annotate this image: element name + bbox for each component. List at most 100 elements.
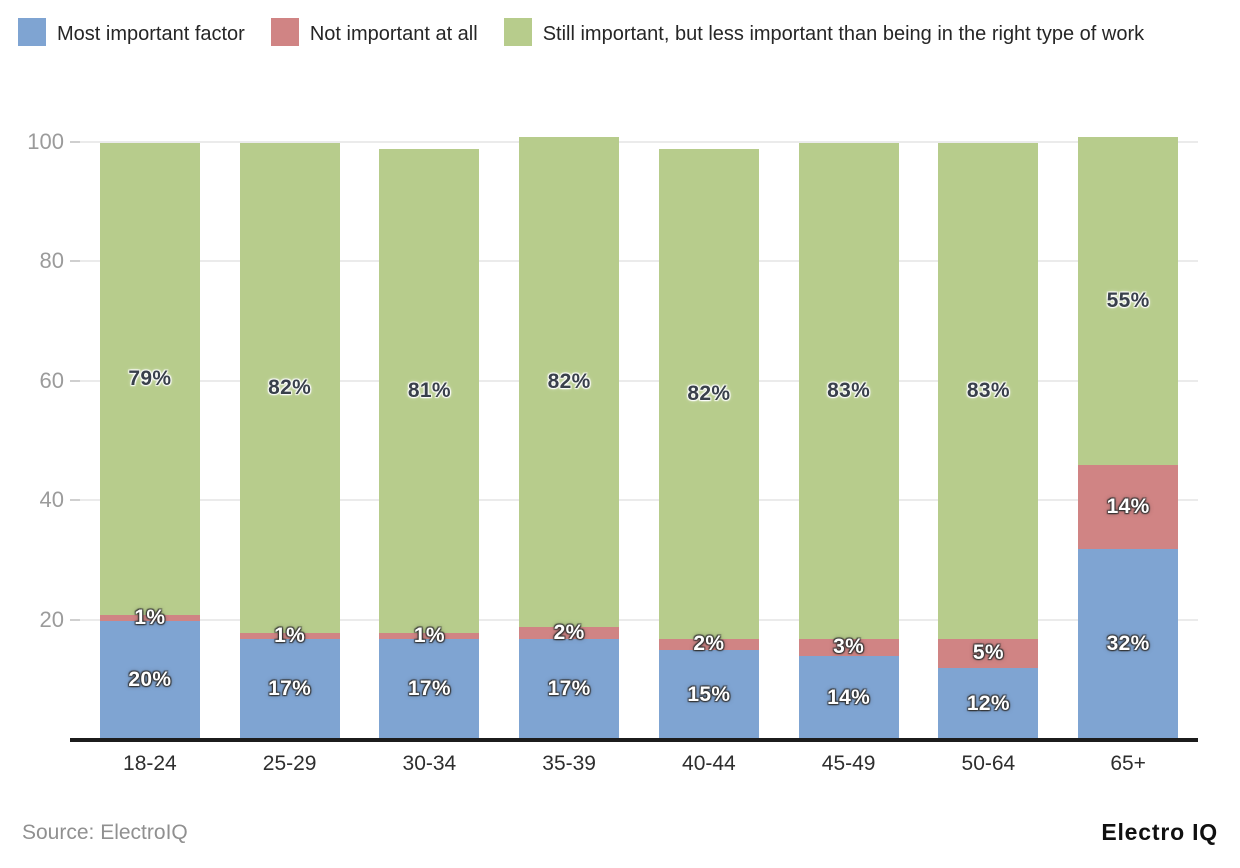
legend-swatch-icon — [503, 18, 532, 46]
segment-value-label: 3% — [833, 635, 865, 659]
bar-slot-25-29: 17% 1% 82% — [220, 120, 360, 740]
segment-value-label: 14% — [827, 686, 871, 710]
footer: Source: ElectroIQ Electro IQ — [0, 819, 1240, 846]
bar-18-24: 20% 1% 79% — [99, 143, 200, 740]
y-tick-label-20: 20 — [39, 606, 64, 632]
bar-segment-30-34-series-0: 17% — [379, 638, 480, 740]
bar-slot-35-39: 17% 2% 82% — [499, 120, 639, 740]
bar-slot-65+: 32% 14% 55% — [1058, 120, 1198, 740]
legend-item-label: Not important at all — [309, 23, 478, 45]
bar-slot-45-49: 14% 3% 83% — [779, 120, 919, 740]
bar-segment-65+-series-0: 32% — [1078, 548, 1179, 740]
segment-value-label: 5% — [972, 641, 1004, 665]
segment-value-label: 1% — [274, 623, 306, 647]
x-axis-labels: 18-24 25-29 30-34 35-39 40-44 45-49 50-64 65+ — [80, 740, 1198, 776]
bar-segment-18-24-series-2: 79% — [99, 143, 200, 615]
x-axis-label-18-24: 18-24 — [123, 752, 177, 775]
gridline-80 — [80, 260, 1198, 263]
segment-value-label: 82% — [547, 369, 591, 393]
gridline-100 — [80, 141, 1198, 143]
segment-value-label: 17% — [268, 677, 312, 701]
brand-logo: Electro IQ — [1101, 819, 1218, 845]
x-axis-label-40-44: 40-44 — [682, 752, 736, 775]
segment-value-label: 83% — [966, 378, 1010, 402]
bar-slot-30-34: 17% 1% 81% — [360, 120, 500, 740]
segment-value-label: 2% — [553, 620, 585, 644]
segment-value-label: 82% — [268, 375, 312, 399]
segment-value-label: 1% — [134, 605, 166, 629]
y-tick-label-60: 60 — [39, 367, 64, 393]
legend-swatch-icon — [270, 18, 299, 46]
segment-value-label: 1% — [413, 623, 445, 647]
bar-segment-25-29-series-2: 82% — [239, 143, 340, 633]
y-tick-mark-80 — [70, 260, 88, 263]
bar-segment-50-64-series-2: 83% — [938, 143, 1039, 639]
bar-65+: 32% 14% 55% — [1078, 137, 1179, 740]
bar-segment-65+-series-1: 14% — [1078, 465, 1179, 549]
bar-segment-65+-series-2: 55% — [1078, 137, 1179, 466]
segment-value-label: 82% — [687, 381, 731, 405]
segment-value-label: 17% — [547, 677, 591, 701]
bar-segment-45-49-series-1: 3% — [798, 635, 899, 658]
bar-segment-25-29-series-1: 1% — [239, 624, 340, 647]
bar-slot-18-24: 20% 1% 79% — [80, 120, 220, 740]
legend-item-0[interactable]: Most important factor — [18, 18, 245, 46]
segment-value-label: 81% — [407, 378, 451, 402]
bar-25-29: 17% 1% 82% — [239, 143, 340, 740]
bar-segment-40-44-series-1: 2% — [658, 632, 759, 655]
x-axis-label-35-39: 35-39 — [542, 752, 596, 775]
segment-value-label: 12% — [966, 692, 1010, 716]
segment-value-label: 14% — [1106, 495, 1150, 519]
segment-value-label: 2% — [693, 632, 725, 656]
gridline-20 — [80, 618, 1198, 621]
bar-50-64: 12% 5% 83% — [938, 143, 1039, 740]
y-tick-label-40: 40 — [39, 487, 64, 513]
bar-40-44: 15% 2% 82% — [658, 148, 759, 740]
source-text: Source: ElectroIQ — [22, 820, 188, 844]
bar-slot-50-64: 12% 5% 83% — [919, 120, 1059, 740]
y-tick-mark-100 — [70, 141, 88, 143]
bar-segment-35-39-series-0: 17% — [519, 638, 620, 740]
stacked-bar-chart: 20 40 60 80 100 20% 1% 79% 17% 1% 82% 17% 1% 81% 17% 2… — [0, 120, 1198, 776]
y-tick-mark-40 — [70, 499, 88, 502]
bar-segment-30-34-series-1: 1% — [379, 624, 480, 647]
bar-segment-35-39-series-1: 2% — [519, 621, 620, 644]
bar-segment-40-44-series-2: 82% — [658, 148, 759, 639]
bar-segment-18-24-series-0: 20% — [99, 620, 200, 740]
bar-segment-25-29-series-0: 17% — [239, 638, 340, 740]
segment-value-label: 83% — [827, 378, 871, 402]
plot-row: 20 40 60 80 100 20% 1% 79% 17% 1% 82% 17% 1% 81% 17% 2… — [0, 120, 1198, 742]
plot-area: 20% 1% 79% 17% 1% 82% 17% 1% 81% 17% 2% 82% 15% 2% 82%… — [70, 120, 1198, 742]
legend-item-2[interactable]: Still important, but less important than… — [503, 18, 1145, 46]
x-axis-label-25-29: 25-29 — [262, 752, 317, 775]
bar-segment-30-34-series-2: 81% — [379, 148, 480, 633]
chart-legend: Most important factor Not important at al… — [0, 0, 1222, 53]
y-tick-label-80: 80 — [39, 248, 64, 274]
segment-value-label: 32% — [1106, 632, 1150, 656]
y-tick-mark-60 — [70, 379, 88, 382]
gridline-40 — [80, 499, 1198, 502]
bar-segment-50-64-series-1: 5% — [938, 638, 1039, 669]
segment-value-label: 15% — [687, 683, 731, 707]
legend-item-label: Still important, but less important than… — [542, 23, 1145, 45]
bar-30-34: 17% 1% 81% — [379, 148, 480, 740]
legend-item-1[interactable]: Not important at all — [270, 18, 478, 46]
segment-value-label: 20% — [128, 668, 172, 692]
x-axis-label-50-64: 50-64 — [961, 752, 1016, 775]
segment-value-label: 55% — [1106, 289, 1150, 313]
x-axis-label-65+: 65+ — [1110, 752, 1146, 775]
y-axis: 20 40 60 80 100 — [0, 120, 88, 740]
bar-segment-40-44-series-0: 15% — [658, 650, 759, 740]
legend-swatch-icon — [18, 18, 46, 46]
bar-segment-18-24-series-1: 1% — [99, 606, 200, 629]
bar-45-49: 14% 3% 83% — [798, 143, 899, 740]
bar-35-39: 17% 2% 82% — [519, 137, 620, 740]
bar-segment-35-39-series-2: 82% — [519, 137, 620, 627]
y-tick-mark-20 — [70, 618, 88, 621]
legend-item-label: Most important factor — [57, 23, 245, 45]
x-axis-label-30-34: 30-34 — [402, 752, 457, 775]
x-axis-label-45-49: 45-49 — [821, 752, 876, 775]
bar-segment-45-49-series-2: 83% — [798, 143, 899, 639]
bar-segment-50-64-series-0: 12% — [938, 668, 1039, 740]
